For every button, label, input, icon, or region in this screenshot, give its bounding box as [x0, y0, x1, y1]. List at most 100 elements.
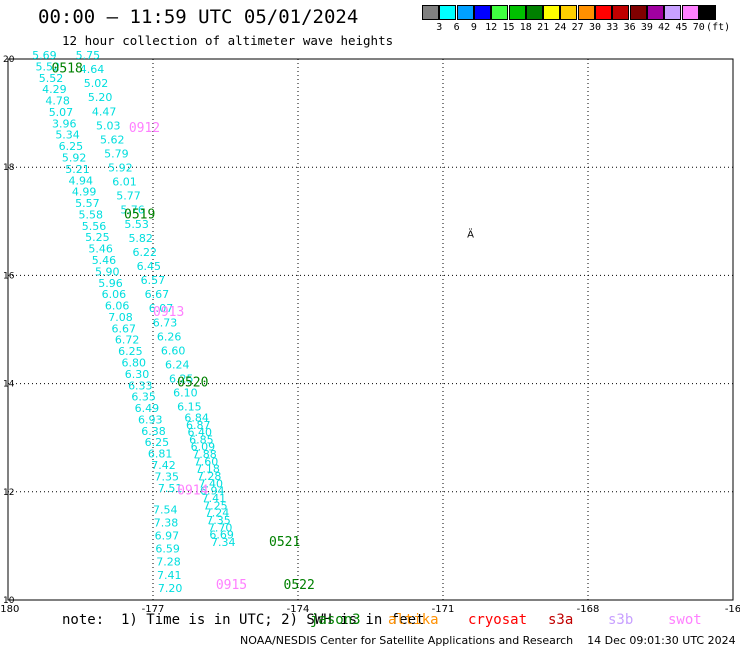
x-tick-label: -171 — [432, 604, 455, 615]
wave-height-value: 7.08 — [108, 311, 133, 324]
wave-height-value: 4.99 — [72, 186, 97, 199]
legend-label: 33 — [606, 22, 619, 33]
wave-height-value: 4.47 — [92, 105, 117, 118]
wave-height-value: 6.25 — [145, 436, 170, 449]
wave-height-value: 5.52 — [35, 60, 60, 73]
legend-label: 36 — [623, 22, 636, 33]
x-tick-label: -180 — [0, 604, 19, 615]
wave-height-value: 4.29 — [42, 83, 67, 96]
wave-height-value: 6.40 — [188, 426, 213, 439]
wave-height-value: 7.18 — [195, 463, 220, 476]
wave-height-value: 6.25 — [169, 373, 194, 386]
wave-height-value: 5.57 — [75, 197, 100, 210]
pass-time-labels: 0518 0912 0519 0913 0520 0914 0521 0522 0915 — [52, 62, 315, 594]
wave-height-value: 6.25 — [59, 140, 83, 153]
wave-height-value: 5.53 — [124, 218, 148, 231]
legend-swatch — [525, 5, 543, 20]
y-tick-label: 20 — [3, 55, 15, 65]
wave-height-value: 7.51 — [158, 482, 183, 495]
wave-height-value: 6.80 — [121, 357, 146, 370]
map-grid — [8, 59, 733, 600]
wave-height-value: 5.77 — [116, 190, 140, 203]
legend-swatch — [491, 5, 509, 20]
wave-height-value: 6.01 — [112, 176, 137, 189]
pass-time-label: 0521 — [269, 535, 300, 550]
wave-height-value: 7.41 — [202, 492, 227, 505]
wave-height-value: 5.92 — [62, 152, 87, 165]
legend-label: 12 — [485, 22, 498, 33]
wave-height-value: 7.25 — [203, 499, 228, 512]
wave-height-value: 6.93 — [138, 413, 163, 426]
wave-height-value: 7.28 — [156, 556, 181, 569]
wave-height-value: 5.69 — [32, 49, 57, 62]
legend-label: 27 — [571, 22, 584, 33]
legend-label: 21 — [537, 22, 550, 33]
wave-height-value: 7.60 — [194, 455, 219, 468]
legend-swatch — [646, 5, 664, 20]
wave-height-value: 6.87 — [186, 419, 211, 432]
wave-height-value: 6.67 — [112, 322, 137, 335]
legend-swatch — [422, 5, 439, 20]
wave-height-value: 5.62 — [100, 133, 125, 146]
legend-label: 42 — [658, 22, 671, 33]
pass-time-label: 0519 — [124, 208, 155, 223]
satellite-s3b: s3b — [608, 612, 634, 628]
wave-height-value: 6.35 — [131, 391, 156, 404]
satellite-s3a: s3a — [548, 612, 574, 628]
wave-height-value: 6.33 — [128, 379, 153, 392]
legend-swatch — [439, 5, 457, 20]
track-b: 5.754.645.025.204.475.035.625.79 5.926.01… — [76, 49, 202, 414]
wave-height-value: 6.85 — [189, 433, 214, 446]
wave-height-value: 6.22 — [133, 246, 158, 259]
wave-height-value: 5.02 — [84, 77, 109, 90]
satellite-swot: swot — [668, 612, 702, 628]
y-tick-label: 16 — [3, 271, 15, 281]
legend-label: 24 — [554, 22, 567, 33]
wave-height-value: 5.82 — [128, 232, 153, 245]
wave-height-value: 7.35 — [155, 470, 180, 483]
wave-height-value: 6.45 — [137, 260, 162, 273]
wave-height-value: 6.06 — [102, 288, 127, 301]
wave-height-value: 6.26 — [157, 330, 182, 343]
island-marker: Ä — [467, 228, 474, 241]
wave-height-value: 6.84 — [184, 411, 209, 424]
wave-height-value: 5.07 — [49, 106, 73, 119]
wave-height-value: 4.94 — [69, 174, 94, 187]
track-c: 6.846.876.406.856.097.887.607.187.287.40… — [184, 411, 235, 548]
wave-height-value: 5.34 — [55, 129, 80, 142]
pass-time-label: 0520 — [177, 375, 208, 390]
wave-height-value: 5.92 — [108, 162, 133, 175]
pass-time-label: 0912 — [129, 121, 160, 136]
legend-label: 6 — [453, 22, 460, 33]
wave-height-value: 6.30 — [125, 368, 149, 381]
wave-height-value: 6.09 — [191, 441, 216, 454]
legend-swatch — [595, 5, 612, 20]
wave-height-value: 6.94 — [200, 485, 225, 498]
wave-height-value: 3.96 — [52, 117, 77, 130]
wave-height-value: 6.10 — [173, 387, 198, 400]
legend-swatch — [577, 5, 595, 20]
legend-label: 39 — [640, 22, 653, 33]
wave-height-value: 5.76 — [120, 204, 144, 217]
legend-swatch — [629, 5, 647, 20]
legend-label: 9 — [470, 22, 477, 33]
wave-height-value: 5.25 — [85, 231, 110, 244]
legend-label: 3 — [436, 22, 443, 33]
wave-height-value: 7.41 — [157, 569, 182, 582]
wave-height-value: 5.75 — [76, 49, 101, 62]
wave-height-value: 7.88 — [192, 448, 217, 461]
y-tick-label: 14 — [3, 380, 15, 390]
x-tick-label: -168 — [577, 604, 600, 615]
x-tick-label: -174 — [287, 604, 310, 615]
map-frame — [7, 58, 734, 601]
wave-height-value: 5.56 — [82, 220, 107, 233]
wave-height-value: 6.72 — [115, 334, 140, 347]
wave-height-value: 6.73 — [153, 316, 178, 329]
wave-height-value: 6.24 — [165, 358, 190, 371]
wave-height-value: 6.67 — [145, 288, 170, 301]
track-d: 7.547.386.976.597.287.417.20 — [153, 503, 182, 594]
wave-height-tracks: 5.695.525.524.294.785.073.965.346.255.92… — [32, 49, 235, 595]
wave-height-value: 7.20 — [158, 582, 183, 595]
pass-time-label: 0913 — [153, 305, 184, 320]
